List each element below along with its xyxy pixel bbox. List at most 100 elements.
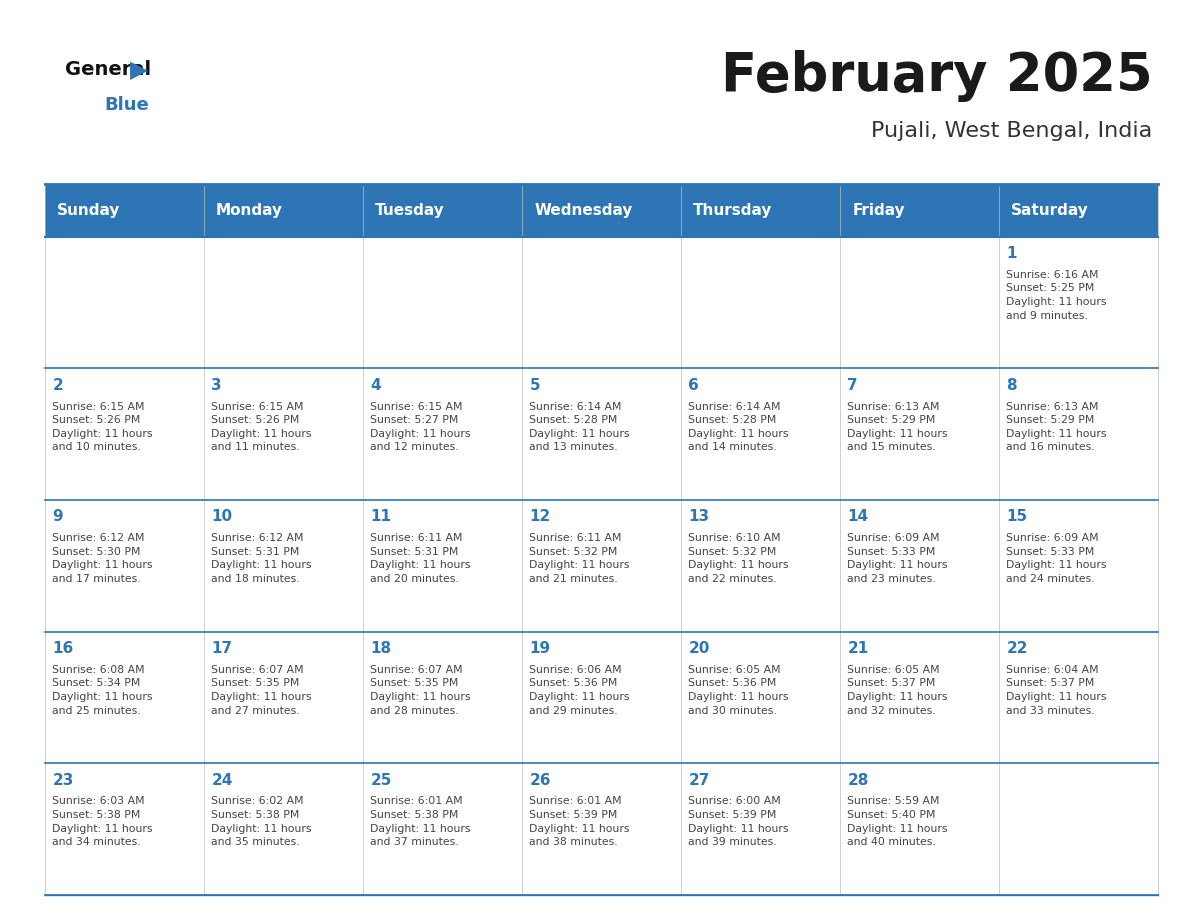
Text: Sunrise: 6:02 AM
Sunset: 5:38 PM
Daylight: 11 hours
and 35 minutes.: Sunrise: 6:02 AM Sunset: 5:38 PM Dayligh… (211, 797, 311, 847)
Text: 13: 13 (688, 509, 709, 524)
Text: 23: 23 (52, 773, 74, 788)
Text: Sunrise: 6:08 AM
Sunset: 5:34 PM
Daylight: 11 hours
and 25 minutes.: Sunrise: 6:08 AM Sunset: 5:34 PM Dayligh… (52, 665, 153, 716)
Bar (999, 764, 1158, 895)
Bar (999, 500, 1158, 632)
Text: 11: 11 (371, 509, 391, 524)
Text: 19: 19 (530, 641, 550, 656)
Text: Sunrise: 6:09 AM
Sunset: 5:33 PM
Daylight: 11 hours
and 23 minutes.: Sunrise: 6:09 AM Sunset: 5:33 PM Dayligh… (847, 533, 948, 584)
Text: Blue: Blue (105, 96, 150, 115)
Bar (523, 368, 681, 500)
Text: 21: 21 (847, 641, 868, 656)
Bar (45, 184, 1158, 237)
Bar (45, 237, 204, 368)
Bar (681, 632, 840, 764)
Text: 10: 10 (211, 509, 233, 524)
Text: 12: 12 (530, 509, 550, 524)
Bar (45, 368, 204, 500)
Text: Sunrise: 6:11 AM
Sunset: 5:32 PM
Daylight: 11 hours
and 21 minutes.: Sunrise: 6:11 AM Sunset: 5:32 PM Dayligh… (530, 533, 630, 584)
Text: 24: 24 (211, 773, 233, 788)
Bar (364, 632, 523, 764)
Text: Sunrise: 6:00 AM
Sunset: 5:39 PM
Daylight: 11 hours
and 39 minutes.: Sunrise: 6:00 AM Sunset: 5:39 PM Dayligh… (688, 797, 789, 847)
Bar (523, 500, 681, 632)
Text: Tuesday: Tuesday (375, 203, 444, 218)
Text: 1: 1 (1006, 246, 1017, 261)
Text: Sunrise: 5:59 AM
Sunset: 5:40 PM
Daylight: 11 hours
and 40 minutes.: Sunrise: 5:59 AM Sunset: 5:40 PM Dayligh… (847, 797, 948, 847)
Text: Sunrise: 6:15 AM
Sunset: 5:26 PM
Daylight: 11 hours
and 11 minutes.: Sunrise: 6:15 AM Sunset: 5:26 PM Dayligh… (211, 401, 311, 453)
Text: General: General (65, 60, 151, 79)
Text: Sunrise: 6:01 AM
Sunset: 5:38 PM
Daylight: 11 hours
and 37 minutes.: Sunrise: 6:01 AM Sunset: 5:38 PM Dayligh… (371, 797, 470, 847)
Text: 7: 7 (847, 377, 858, 393)
Text: Saturday: Saturday (1011, 203, 1089, 218)
Bar (204, 237, 364, 368)
Text: Sunrise: 6:06 AM
Sunset: 5:36 PM
Daylight: 11 hours
and 29 minutes.: Sunrise: 6:06 AM Sunset: 5:36 PM Dayligh… (530, 665, 630, 716)
Text: Sunrise: 6:11 AM
Sunset: 5:31 PM
Daylight: 11 hours
and 20 minutes.: Sunrise: 6:11 AM Sunset: 5:31 PM Dayligh… (371, 533, 470, 584)
Text: Monday: Monday (216, 203, 283, 218)
Text: 9: 9 (52, 509, 63, 524)
Text: Sunrise: 6:04 AM
Sunset: 5:37 PM
Daylight: 11 hours
and 33 minutes.: Sunrise: 6:04 AM Sunset: 5:37 PM Dayligh… (1006, 665, 1107, 716)
Text: 4: 4 (371, 377, 381, 393)
Bar (681, 237, 840, 368)
Bar (840, 764, 999, 895)
Bar (204, 764, 364, 895)
Bar (999, 237, 1158, 368)
Bar (840, 632, 999, 764)
Bar (840, 500, 999, 632)
Text: 16: 16 (52, 641, 74, 656)
Bar (45, 632, 204, 764)
Text: 14: 14 (847, 509, 868, 524)
Bar (45, 764, 204, 895)
Text: 8: 8 (1006, 377, 1017, 393)
Text: Sunrise: 6:13 AM
Sunset: 5:29 PM
Daylight: 11 hours
and 15 minutes.: Sunrise: 6:13 AM Sunset: 5:29 PM Dayligh… (847, 401, 948, 453)
Bar (840, 368, 999, 500)
Bar (523, 764, 681, 895)
Text: February 2025: February 2025 (721, 50, 1152, 103)
Text: 20: 20 (688, 641, 709, 656)
Text: 15: 15 (1006, 509, 1028, 524)
Bar (840, 237, 999, 368)
Text: Sunrise: 6:12 AM
Sunset: 5:31 PM
Daylight: 11 hours
and 18 minutes.: Sunrise: 6:12 AM Sunset: 5:31 PM Dayligh… (211, 533, 311, 584)
Text: Sunrise: 6:12 AM
Sunset: 5:30 PM
Daylight: 11 hours
and 17 minutes.: Sunrise: 6:12 AM Sunset: 5:30 PM Dayligh… (52, 533, 153, 584)
Text: 27: 27 (688, 773, 709, 788)
Bar (204, 632, 364, 764)
Bar (681, 500, 840, 632)
Text: Sunrise: 6:14 AM
Sunset: 5:28 PM
Daylight: 11 hours
and 13 minutes.: Sunrise: 6:14 AM Sunset: 5:28 PM Dayligh… (530, 401, 630, 453)
Text: Wednesday: Wednesday (535, 203, 632, 218)
Text: Thursday: Thursday (693, 203, 772, 218)
Bar (523, 632, 681, 764)
Text: Sunrise: 6:15 AM
Sunset: 5:26 PM
Daylight: 11 hours
and 10 minutes.: Sunrise: 6:15 AM Sunset: 5:26 PM Dayligh… (52, 401, 153, 453)
Text: Sunrise: 6:07 AM
Sunset: 5:35 PM
Daylight: 11 hours
and 28 minutes.: Sunrise: 6:07 AM Sunset: 5:35 PM Dayligh… (371, 665, 470, 716)
Text: Sunrise: 6:07 AM
Sunset: 5:35 PM
Daylight: 11 hours
and 27 minutes.: Sunrise: 6:07 AM Sunset: 5:35 PM Dayligh… (211, 665, 311, 716)
Bar (364, 500, 523, 632)
Text: Sunday: Sunday (57, 203, 120, 218)
Text: 5: 5 (530, 377, 541, 393)
Text: ▶: ▶ (129, 58, 147, 82)
Text: 17: 17 (211, 641, 233, 656)
Text: 3: 3 (211, 377, 222, 393)
Bar (681, 764, 840, 895)
Text: 25: 25 (371, 773, 392, 788)
Bar (364, 764, 523, 895)
Text: Sunrise: 6:10 AM
Sunset: 5:32 PM
Daylight: 11 hours
and 22 minutes.: Sunrise: 6:10 AM Sunset: 5:32 PM Dayligh… (688, 533, 789, 584)
Bar (999, 368, 1158, 500)
Text: Sunrise: 6:03 AM
Sunset: 5:38 PM
Daylight: 11 hours
and 34 minutes.: Sunrise: 6:03 AM Sunset: 5:38 PM Dayligh… (52, 797, 153, 847)
Text: Sunrise: 6:09 AM
Sunset: 5:33 PM
Daylight: 11 hours
and 24 minutes.: Sunrise: 6:09 AM Sunset: 5:33 PM Dayligh… (1006, 533, 1107, 584)
Text: Sunrise: 6:05 AM
Sunset: 5:37 PM
Daylight: 11 hours
and 32 minutes.: Sunrise: 6:05 AM Sunset: 5:37 PM Dayligh… (847, 665, 948, 716)
Bar (45, 500, 204, 632)
Text: 28: 28 (847, 773, 868, 788)
Text: 6: 6 (688, 377, 699, 393)
Text: Friday: Friday (852, 203, 905, 218)
Text: Sunrise: 6:16 AM
Sunset: 5:25 PM
Daylight: 11 hours
and 9 minutes.: Sunrise: 6:16 AM Sunset: 5:25 PM Dayligh… (1006, 270, 1107, 320)
Bar (999, 632, 1158, 764)
Text: Sunrise: 6:14 AM
Sunset: 5:28 PM
Daylight: 11 hours
and 14 minutes.: Sunrise: 6:14 AM Sunset: 5:28 PM Dayligh… (688, 401, 789, 453)
Bar (364, 237, 523, 368)
Bar (364, 368, 523, 500)
Text: 26: 26 (530, 773, 551, 788)
Text: Sunrise: 6:05 AM
Sunset: 5:36 PM
Daylight: 11 hours
and 30 minutes.: Sunrise: 6:05 AM Sunset: 5:36 PM Dayligh… (688, 665, 789, 716)
Text: 18: 18 (371, 641, 391, 656)
Bar (523, 237, 681, 368)
Text: Sunrise: 6:15 AM
Sunset: 5:27 PM
Daylight: 11 hours
and 12 minutes.: Sunrise: 6:15 AM Sunset: 5:27 PM Dayligh… (371, 401, 470, 453)
Text: Sunrise: 6:13 AM
Sunset: 5:29 PM
Daylight: 11 hours
and 16 minutes.: Sunrise: 6:13 AM Sunset: 5:29 PM Dayligh… (1006, 401, 1107, 453)
Bar (681, 368, 840, 500)
Text: Sunrise: 6:01 AM
Sunset: 5:39 PM
Daylight: 11 hours
and 38 minutes.: Sunrise: 6:01 AM Sunset: 5:39 PM Dayligh… (530, 797, 630, 847)
Text: 2: 2 (52, 377, 63, 393)
